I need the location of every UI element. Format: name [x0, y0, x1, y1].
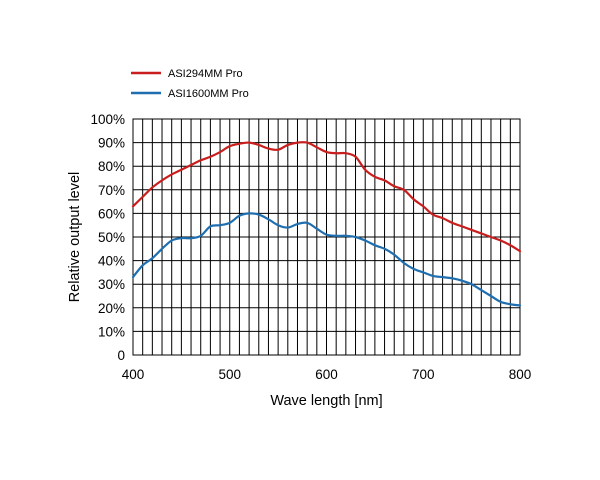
y-tick-label: 30% [98, 277, 125, 292]
series-line-asi294mm-pro [131, 141, 522, 253]
y-tick-label: 50% [98, 230, 125, 245]
y-tick-label: 80% [98, 159, 125, 174]
y-tick-label: 70% [98, 183, 125, 198]
series-layer [131, 141, 522, 307]
x-tick-label: 700 [412, 367, 435, 382]
y-tick-label: 100% [90, 112, 125, 127]
y-tick-label: 0 [117, 348, 125, 363]
y-tick-label: 60% [98, 206, 125, 221]
legend: ASI294MM Pro ASI1600MM Pro [131, 68, 249, 100]
x-tick-label: 500 [218, 367, 241, 382]
series-line-asi1600mm-pro [131, 212, 522, 307]
y-tick-label: 10% [98, 324, 125, 339]
x-tick-label: 800 [509, 367, 532, 382]
x-tick-label: 600 [315, 367, 338, 382]
plot-frame [132, 118, 521, 356]
y-tick-label: 40% [98, 254, 125, 269]
legend-label-asi1600mm-pro: ASI1600MM Pro [168, 88, 249, 100]
x-tick-label: 400 [122, 367, 145, 382]
y-tick-labels: 0 10% 20% 30% 40% 50% 60% 70% 80% 90% 100% [90, 112, 125, 363]
x-axis-title: Wave length [nm] [270, 393, 382, 409]
x-tick-labels: 400 500 600 700 800 [122, 367, 532, 382]
y-tick-label: 90% [98, 136, 125, 151]
grid [132, 118, 521, 356]
legend-label-asi294mm-pro: ASI294MM Pro [168, 68, 243, 80]
y-axis-title: Relative output level [67, 172, 83, 303]
y-tick-label: 20% [98, 301, 125, 316]
